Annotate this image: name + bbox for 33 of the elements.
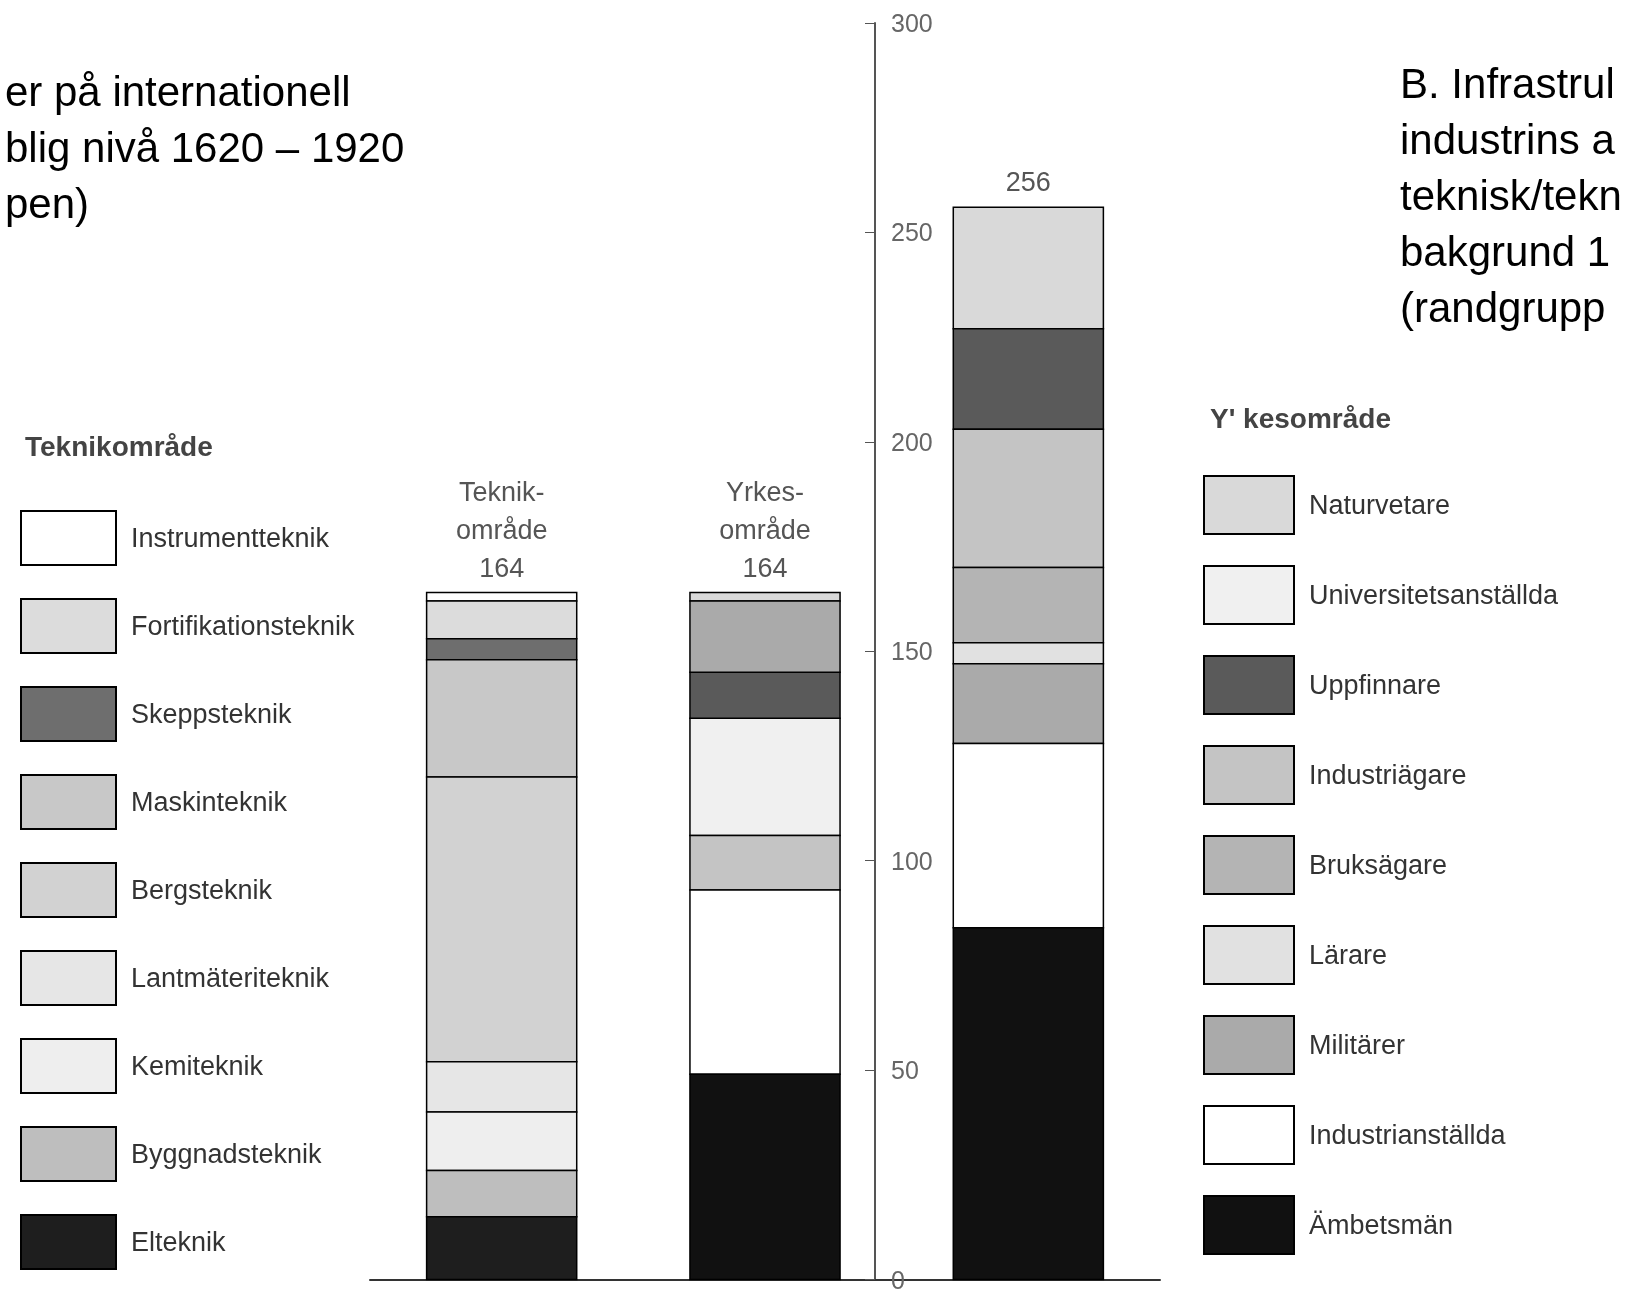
x-tick-label: Yrkes- område [719, 476, 811, 545]
text: Y' kesområde [1210, 402, 1391, 434]
total-label: 164 [742, 552, 788, 583]
legend-label: Lärare [1309, 940, 1388, 970]
legend-label: Maskinteknik [131, 787, 288, 817]
legend-label: Elteknik [131, 1227, 227, 1257]
legend-title: Teknikområde [25, 430, 213, 462]
legend-label: Lantmäteriteknik [131, 963, 330, 993]
legend-label: Industrianställda [1309, 1120, 1507, 1150]
legend-label: Naturvetare [1309, 490, 1451, 520]
legend-label: Uppfinnare [1309, 670, 1442, 700]
legend-label: Byggnadsteknik [131, 1139, 323, 1169]
legend-label: Bergsteknik [131, 875, 273, 905]
legend-label: Militärer [1309, 1030, 1406, 1060]
y-tick-label: 200 [891, 427, 933, 456]
text: er på internationell blig nivå 1620 – 1920 pen) [5, 67, 405, 227]
legend-label: Skeppsteknik [131, 699, 293, 729]
legend-label: Industriägare [1309, 760, 1467, 790]
total-label: 256 [1005, 167, 1051, 198]
legend-label: Universitetsanställda [1309, 580, 1560, 610]
text: B. Infrastrul industrins a teknisk/tekn bakgrund 1 (randgrupp [1400, 59, 1622, 331]
y-tick-label: 250 [891, 218, 933, 247]
total-label: 164 [479, 552, 525, 583]
x-tick-label: Teknik- område [455, 476, 548, 545]
y-tick-label: 300 [891, 9, 933, 37]
legend-label: Fortifikationsteknik [131, 611, 356, 641]
legend-label: Kemiteknik [131, 1051, 264, 1081]
legend-label: Ämbetsmän [1309, 1210, 1454, 1240]
y-tick-label: 150 [891, 637, 933, 666]
y-tick-label: 100 [891, 846, 933, 875]
legend-label: Instrumentteknik [131, 523, 330, 553]
y-tick-label: 50 [891, 1056, 919, 1085]
legend-label: Bruksägare [1309, 850, 1448, 880]
